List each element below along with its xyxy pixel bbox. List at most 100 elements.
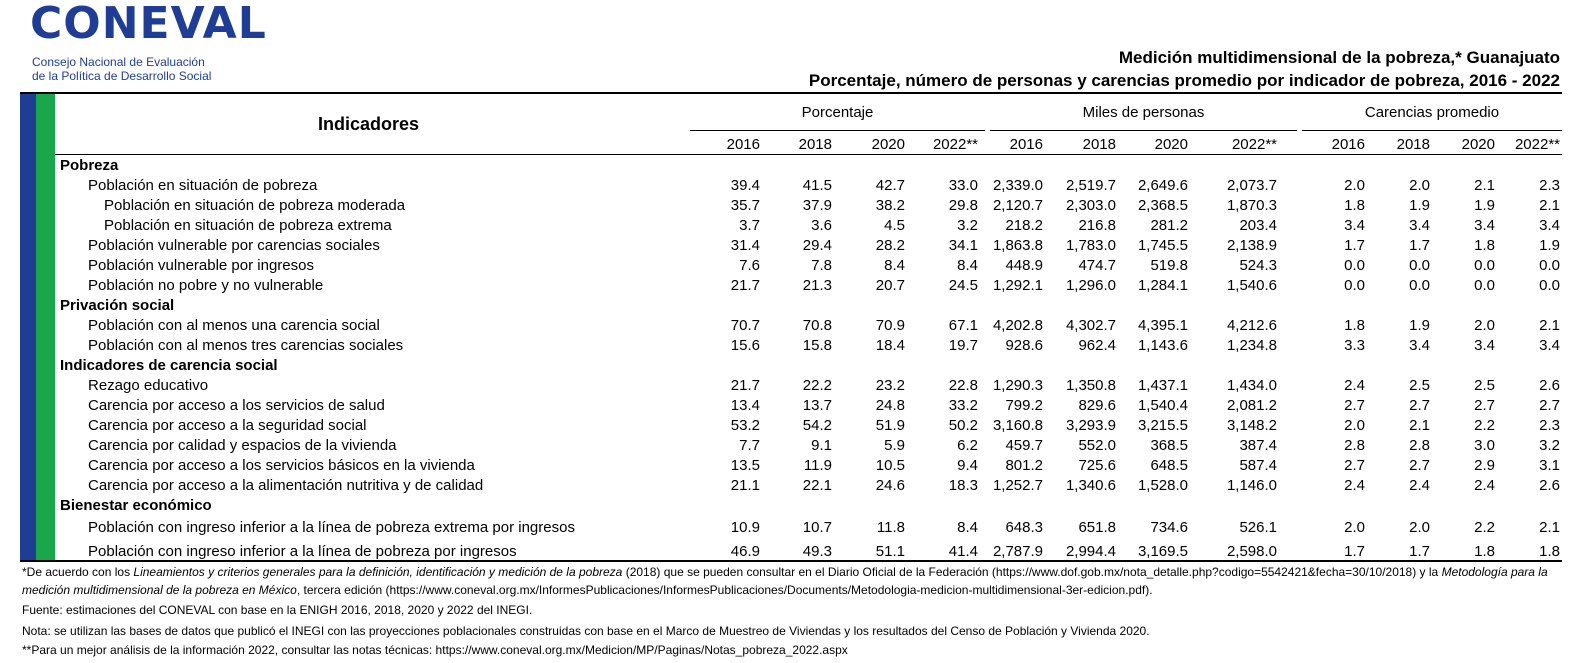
cell: 3.4 [1409, 337, 1430, 354]
cell: 3,148.2 [1226, 417, 1277, 434]
row-label: Población en situación de pobreza modera… [104, 197, 406, 214]
year-header: 2022** [932, 136, 978, 153]
cell: 21.7 [730, 277, 760, 294]
cell: 7.8 [811, 257, 832, 274]
indicator-header: Indicadores [318, 114, 420, 134]
cell: 2.1 [1474, 177, 1495, 194]
row-label: Rezago educativo [88, 377, 209, 394]
cell: 648.5 [1150, 457, 1188, 474]
blue-bar [20, 94, 36, 561]
note-text: , tercera edición (https://www.coneval.o… [296, 583, 1153, 597]
cell: 2.5 [1474, 377, 1495, 394]
subtitle: Porcentaje, número de personas y carenci… [808, 71, 1560, 90]
cell: 4,302.7 [1065, 317, 1116, 334]
cell: 1,528.0 [1137, 477, 1188, 494]
cell: 24.6 [875, 477, 905, 494]
cell: 2.1 [1539, 317, 1560, 334]
cell: 1,252.7 [992, 477, 1043, 494]
cell: 2.0 [1409, 519, 1430, 536]
cell: 2.6 [1539, 477, 1560, 494]
cell: 3,160.8 [992, 417, 1043, 434]
cell: 218.2 [1005, 217, 1043, 234]
note: *De acuerdo con los Lineamientos y crite… [22, 563, 1567, 599]
rule [990, 130, 1297, 131]
year-header: 2018 [798, 136, 832, 153]
cell: 2.3 [1539, 417, 1560, 434]
cell: 1,540.4 [1137, 397, 1188, 414]
cell: 1.9 [1409, 317, 1430, 334]
cell: 2.7 [1409, 457, 1430, 474]
note: Fuente: estimaciones del CONEVAL con bas… [22, 601, 1567, 619]
cell: 50.2 [948, 417, 978, 434]
cell: 448.9 [1005, 257, 1043, 274]
org-line: de la Política de Desarrollo Social [32, 69, 212, 83]
cell: 0.0 [1539, 257, 1560, 274]
cell: 8.4 [957, 519, 978, 536]
cell: 46.9 [730, 543, 760, 560]
row-label: Población vulnerable por carencias socia… [88, 237, 380, 254]
cell: 203.4 [1239, 217, 1277, 234]
cell: 10.5 [875, 457, 905, 474]
cell: 0.0 [1344, 277, 1365, 294]
year-header: 2018 [1082, 136, 1116, 153]
cell: 1.8 [1344, 197, 1365, 214]
cell: 3.2 [957, 217, 978, 234]
cell: 519.8 [1150, 257, 1188, 274]
cell: 22.2 [802, 377, 832, 394]
cell: 1.7 [1409, 237, 1430, 254]
org-line: Consejo Nacional de Evaluación [32, 55, 205, 69]
cell: 2.4 [1474, 477, 1495, 494]
cell: 0.0 [1409, 257, 1430, 274]
group-header: Carencias promedio [1364, 104, 1500, 121]
cell: 15.8 [802, 337, 832, 354]
cell: 2.0 [1344, 519, 1365, 536]
cell: 0.0 [1344, 257, 1365, 274]
cell: 2,994.4 [1065, 543, 1116, 560]
cell: 3.4 [1474, 217, 1495, 234]
cell: 51.1 [875, 543, 905, 560]
cell: 8.4 [884, 257, 905, 274]
cell: 3.4 [1409, 217, 1430, 234]
cell: 1.8 [1474, 543, 1495, 560]
row-label: Carencia por acceso a la seguridad socia… [88, 417, 367, 434]
cell: 18.4 [875, 337, 905, 354]
cell: 2,120.7 [992, 197, 1043, 214]
cell: 37.9 [802, 197, 832, 214]
cell: 39.4 [730, 177, 760, 194]
cell: 20.7 [875, 277, 905, 294]
cell: 13.5 [730, 457, 760, 474]
cell: 28.2 [875, 237, 905, 254]
cell: 1.9 [1409, 197, 1430, 214]
cell: 1.8 [1344, 317, 1365, 334]
year-header: 2016 [1331, 136, 1365, 153]
cell: 2,073.7 [1226, 177, 1277, 194]
cell: 2.8 [1409, 437, 1430, 454]
cell: 3.4 [1539, 217, 1560, 234]
cell: 24.8 [875, 397, 905, 414]
cell: 2,787.9 [992, 543, 1043, 560]
cell: 2.7 [1344, 397, 1365, 414]
cell: 1.8 [1539, 543, 1560, 560]
cell: 7.7 [739, 437, 760, 454]
cell: 368.5 [1150, 437, 1188, 454]
section-title: Pobreza [60, 157, 119, 174]
cell: 67.1 [948, 317, 978, 334]
section-title: Privación social [60, 297, 175, 314]
cell: 1,540.6 [1226, 277, 1277, 294]
year-header: 2020 [871, 136, 905, 153]
row-label: Población vulnerable por ingresos [88, 257, 314, 274]
cell: 1,437.1 [1137, 377, 1188, 394]
title: Medición multidimensional de la pobreza,… [1118, 48, 1560, 67]
cell: 11.9 [803, 457, 832, 474]
cell: 2.9 [1474, 457, 1495, 474]
cell: 3.0 [1474, 437, 1495, 454]
cell: 3.7 [739, 217, 760, 234]
cell: 3,215.5 [1137, 417, 1188, 434]
cell: 1.9 [1539, 237, 1560, 254]
row-label: Población con ingreso inferior a la líne… [88, 519, 575, 536]
year-header: 2020 [1154, 136, 1188, 153]
cell: 41.5 [802, 177, 832, 194]
cell: 1,745.5 [1137, 237, 1188, 254]
row-label: Población con al menos tres carencias so… [88, 337, 404, 354]
cell: 10.7 [802, 519, 832, 536]
